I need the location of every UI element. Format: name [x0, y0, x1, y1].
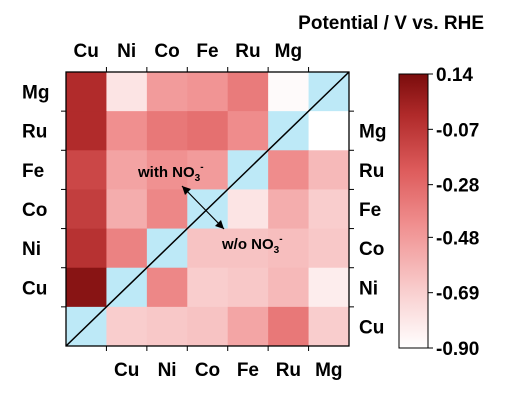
axis-label: Ni [158, 360, 177, 381]
heatmap-cell [66, 267, 107, 308]
axis-label: Cu [114, 360, 139, 381]
heatmap-cell [308, 267, 350, 308]
heatmap-cell [146, 111, 188, 151]
colorbar-tick-label: -0.69 [436, 284, 479, 305]
annotation-arrow-line [181, 185, 225, 230]
heatmap-cell [227, 267, 269, 308]
heatmap-cell [146, 189, 188, 229]
heatmap-cell [66, 72, 107, 112]
axis-label: Ru [235, 41, 260, 62]
heatmap-cell [308, 228, 350, 269]
bottom-axis-labels: Cu Ni Co Fe Ru Mg [114, 360, 343, 381]
heatmap-cell [227, 189, 269, 229]
axis-label: Cu [359, 317, 384, 338]
heatmap-cell [187, 72, 229, 112]
heatmap-cell [268, 306, 309, 347]
colorbar-tick-label: 0.14 [436, 65, 473, 86]
heatmap-cell [106, 228, 148, 269]
heatmap-cell [146, 150, 188, 190]
colorbar [398, 73, 429, 349]
heatmap-cell [227, 72, 269, 112]
heatmap-cell [187, 267, 229, 308]
annotation-with-nitrate: with NO3- [137, 162, 204, 184]
axis-label: Fe [237, 360, 259, 381]
heatmap-cell [146, 306, 188, 347]
heatmap-cell [66, 150, 107, 190]
axis-label: Mg [359, 122, 386, 143]
heatmap-cell [106, 150, 148, 190]
annotation-without-nitrate: w/o NO3- [221, 234, 283, 256]
heatmap-cell [227, 306, 269, 347]
colorbar-tick-label: -0.07 [436, 120, 479, 141]
heatmap-cell [106, 72, 148, 112]
right-axis-labels: Mg Ru Fe Co Ni Cu [359, 122, 386, 339]
heatmap-cell [227, 228, 269, 269]
axis-label: Fe [22, 161, 44, 182]
colorbar-ticks: 0.14 -0.07 -0.28 -0.48 -0.69 -0.90 [428, 65, 479, 360]
axis-label: Co [359, 239, 384, 260]
axis-label: Co [154, 41, 179, 62]
heatmap-cell [227, 111, 269, 151]
axis-label: Co [22, 200, 47, 221]
axis-label: Ru [359, 161, 384, 182]
heatmap-cell [308, 189, 350, 229]
arrowhead-lower [215, 220, 224, 229]
heatmap-cell [268, 267, 309, 308]
left-axis-labels: Mg Ru Fe Co Ni Cu [22, 83, 49, 300]
axis-label: Ru [22, 122, 47, 143]
heatmap-cell [146, 72, 188, 112]
axis-label: Fe [359, 200, 381, 221]
heatmap-cells [66, 72, 350, 347]
axis-label: Ni [117, 41, 136, 62]
axis-label: Ni [359, 278, 378, 299]
heatmap-cell [187, 306, 229, 347]
axis-label: Ni [22, 239, 41, 260]
heatmap-cell [66, 189, 107, 229]
axis-ticks [61, 67, 354, 351]
heatmap-cell [268, 189, 309, 229]
axis-label: Cu [74, 41, 99, 62]
heatmap-cell [106, 111, 148, 151]
top-axis-labels: Cu Ni Co Fe Ru Mg [74, 41, 303, 62]
axis-label: Co [195, 360, 220, 381]
colorbar-tick-label: -0.48 [436, 228, 479, 249]
heatmap-cell [106, 306, 148, 347]
axis-label: Mg [315, 360, 342, 381]
axis-label: Mg [275, 41, 302, 62]
heatmap-cell [187, 150, 229, 190]
heatmap-cell [66, 111, 107, 151]
plot-frame [65, 71, 350, 347]
chart-title: Potential / V vs. RHE [298, 13, 484, 34]
heatmap-cell [268, 150, 309, 190]
heatmap-cell [268, 72, 309, 112]
axis-label: Mg [22, 83, 49, 104]
heatmap-cell [308, 306, 350, 347]
heatmap-cell [66, 228, 107, 269]
axis-label: Ru [276, 360, 301, 381]
heatmap-cell [146, 267, 188, 308]
axis-label: Fe [196, 41, 218, 62]
heatmap-cell [308, 150, 350, 190]
heatmap-cell [308, 111, 350, 151]
colorbar-tick-label: -0.90 [436, 339, 479, 360]
axis-label: Cu [22, 278, 47, 299]
colorbar-tick-label: -0.28 [436, 176, 479, 197]
heatmap-cell [106, 189, 148, 229]
diagonal-line [65, 71, 350, 347]
heatmap-cell [187, 111, 229, 151]
arrowhead-upper [182, 186, 191, 195]
heatmap-cell [268, 228, 309, 269]
heatmap-cell [187, 228, 229, 269]
